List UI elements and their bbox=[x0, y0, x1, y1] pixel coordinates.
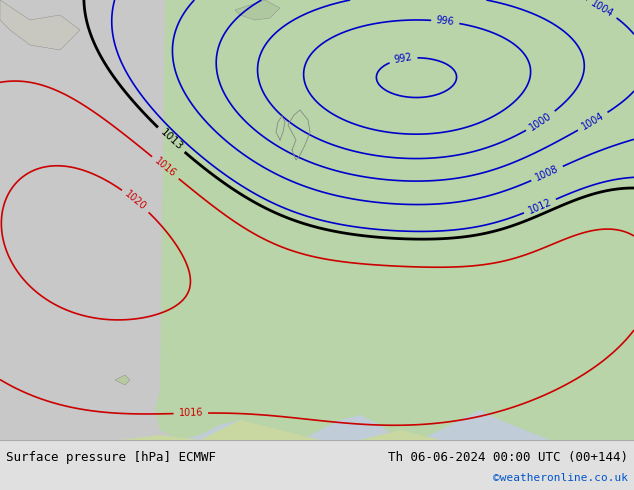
Polygon shape bbox=[235, 0, 280, 20]
Text: 1013: 1013 bbox=[158, 127, 184, 152]
Polygon shape bbox=[0, 0, 80, 50]
Text: 1020: 1020 bbox=[123, 189, 148, 213]
Text: ©weatheronline.co.uk: ©weatheronline.co.uk bbox=[493, 472, 628, 483]
Polygon shape bbox=[380, 0, 475, 50]
Text: 1000: 1000 bbox=[527, 110, 553, 132]
Text: 996: 996 bbox=[436, 16, 455, 27]
Text: Surface pressure [hPa] ECMWF: Surface pressure [hPa] ECMWF bbox=[6, 451, 216, 464]
Text: 1004: 1004 bbox=[579, 111, 606, 132]
Text: 1016: 1016 bbox=[153, 156, 178, 179]
Polygon shape bbox=[115, 375, 130, 385]
Polygon shape bbox=[0, 0, 180, 440]
Text: 1004: 1004 bbox=[589, 0, 615, 19]
Text: 1012: 1012 bbox=[527, 197, 553, 216]
Text: Th 06-06-2024 00:00 UTC (00+144): Th 06-06-2024 00:00 UTC (00+144) bbox=[388, 451, 628, 464]
Text: 1016: 1016 bbox=[179, 408, 203, 418]
Polygon shape bbox=[0, 420, 634, 450]
Text: 992: 992 bbox=[393, 52, 413, 65]
Text: 1008: 1008 bbox=[534, 164, 560, 183]
Polygon shape bbox=[155, 0, 634, 440]
Polygon shape bbox=[0, 0, 634, 440]
